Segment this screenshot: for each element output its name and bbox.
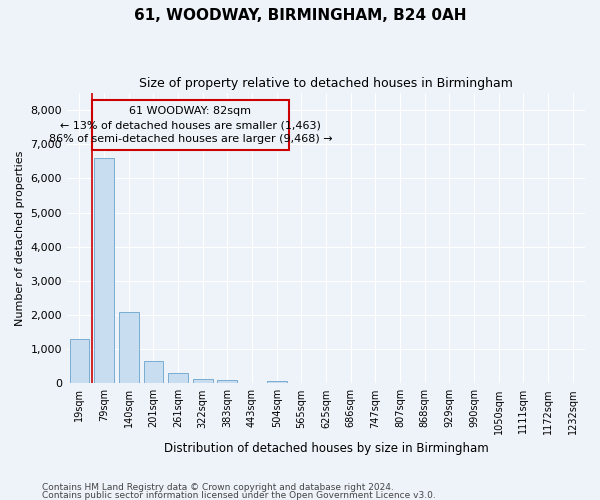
Bar xyxy=(168,373,188,384)
Text: 61, WOODWAY, BIRMINGHAM, B24 0AH: 61, WOODWAY, BIRMINGHAM, B24 0AH xyxy=(134,8,466,22)
Bar xyxy=(143,361,163,384)
Bar xyxy=(193,379,212,384)
Text: ← 13% of detached houses are smaller (1,463): ← 13% of detached houses are smaller (1,… xyxy=(60,120,321,130)
Bar xyxy=(217,380,237,384)
Title: Size of property relative to detached houses in Birmingham: Size of property relative to detached ho… xyxy=(139,78,513,90)
Bar xyxy=(94,158,114,384)
Bar xyxy=(267,382,287,384)
Bar xyxy=(70,339,89,384)
Text: Contains public sector information licensed under the Open Government Licence v3: Contains public sector information licen… xyxy=(42,491,436,500)
X-axis label: Distribution of detached houses by size in Birmingham: Distribution of detached houses by size … xyxy=(164,442,488,455)
Bar xyxy=(119,312,139,384)
Text: 61 WOODWAY: 82sqm: 61 WOODWAY: 82sqm xyxy=(130,106,251,116)
Bar xyxy=(92,100,289,150)
Y-axis label: Number of detached properties: Number of detached properties xyxy=(15,150,25,326)
Text: Contains HM Land Registry data © Crown copyright and database right 2024.: Contains HM Land Registry data © Crown c… xyxy=(42,484,394,492)
Text: 86% of semi-detached houses are larger (9,468) →: 86% of semi-detached houses are larger (… xyxy=(49,134,332,144)
